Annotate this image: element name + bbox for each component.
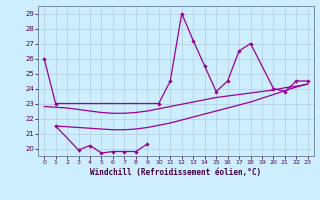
- X-axis label: Windchill (Refroidissement éolien,°C): Windchill (Refroidissement éolien,°C): [91, 168, 261, 177]
